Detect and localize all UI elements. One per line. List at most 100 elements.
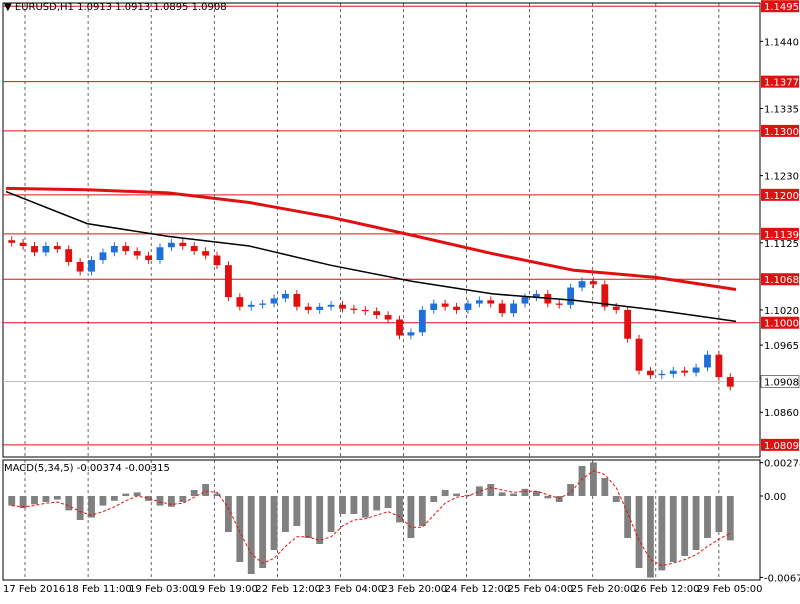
candle-body[interactable] [316, 306, 324, 310]
macd-histogram-bar [669, 496, 677, 562]
dropdown-icon[interactable]: ▼ [4, 2, 12, 13]
macd-plot-frame [2, 459, 761, 581]
macd-histogram-bar [715, 496, 723, 532]
candle-body[interactable] [715, 354, 723, 378]
candle-body[interactable] [88, 260, 95, 272]
macd-histogram-bar [122, 493, 130, 496]
candle-body[interactable] [361, 309, 369, 312]
candle-body[interactable] [99, 252, 107, 261]
macd-histogram-bar [430, 496, 438, 502]
macd-histogram-bar [19, 496, 27, 508]
macd-histogram-bar [88, 496, 95, 518]
macd-histogram-bar [99, 496, 107, 506]
macd-histogram-bar [532, 491, 540, 496]
candle-body[interactable] [624, 309, 632, 339]
candle-body[interactable] [498, 303, 506, 314]
candle-body[interactable] [133, 251, 141, 256]
candle-body[interactable] [190, 245, 198, 252]
candle-body[interactable] [658, 373, 666, 376]
candle-body[interactable] [110, 245, 118, 253]
candle-body[interactable] [247, 304, 255, 307]
macd-histogram-bar [133, 492, 141, 496]
candle-body[interactable] [692, 367, 700, 373]
candle-body[interactable] [8, 240, 16, 243]
macd-histogram-bar [316, 496, 324, 544]
x-tick-label: 25 Feb 04:00 [508, 584, 574, 595]
candle-body[interactable] [53, 245, 61, 250]
candle-body[interactable] [202, 251, 210, 256]
macd-histogram-bar [145, 496, 152, 501]
macd-histogram-bar [42, 496, 50, 502]
candle-body[interactable] [418, 309, 426, 333]
price-level-tag [761, 0, 799, 13]
candle-body[interactable] [270, 298, 278, 304]
candle-body[interactable] [145, 255, 152, 261]
candle-body[interactable] [453, 306, 460, 310]
price-level-tag [761, 75, 799, 88]
candle-body[interactable] [441, 303, 449, 307]
price-level-label: 1.0809 [764, 441, 799, 452]
candle-body[interactable] [612, 306, 620, 310]
candle-body[interactable] [339, 304, 346, 309]
candle-body[interactable] [65, 249, 73, 262]
candle-body[interactable] [567, 287, 575, 305]
candle-body[interactable] [122, 245, 130, 252]
candle-body[interactable] [590, 281, 597, 285]
price-level-tag [761, 188, 799, 201]
candle-body[interactable] [156, 247, 164, 261]
candle-body[interactable] [259, 303, 267, 305]
macd-histogram-bar [270, 496, 278, 550]
macd-histogram-bar [704, 496, 711, 538]
x-tick-label: 19 Feb 03:00 [129, 584, 195, 595]
candle-body[interactable] [635, 338, 643, 371]
candle-body[interactable] [510, 303, 517, 314]
candle-body[interactable] [225, 265, 232, 298]
candle-body[interactable] [726, 377, 734, 387]
candle-body[interactable] [704, 354, 711, 368]
macd-histogram-bar [190, 490, 198, 496]
candle-body[interactable] [213, 255, 221, 266]
candle-body[interactable] [532, 293, 540, 298]
candle-body[interactable] [669, 370, 677, 374]
candle-body[interactable] [578, 281, 586, 288]
candle-body[interactable] [19, 242, 27, 246]
main-plot-frame [2, 2, 761, 458]
candle-body[interactable] [475, 300, 483, 304]
candle-body[interactable] [293, 293, 301, 307]
candle-body[interactable] [282, 293, 289, 299]
candle-body[interactable] [167, 242, 175, 248]
candle-body[interactable] [555, 303, 563, 305]
macd-histogram-bar [692, 496, 700, 550]
candle-body[interactable] [384, 315, 392, 320]
candle-body[interactable] [76, 261, 84, 272]
candle-body[interactable] [464, 303, 472, 310]
macd-histogram-bar [464, 494, 472, 496]
y-tick-label: 1.1335 [764, 105, 799, 116]
candle-body[interactable] [396, 319, 403, 336]
candle-body[interactable] [430, 303, 438, 310]
candle-body[interactable] [647, 370, 654, 376]
candle-body[interactable] [327, 304, 335, 307]
macd-histogram-bar [441, 490, 449, 496]
candle-body[interactable] [31, 245, 38, 253]
macd-histogram-bar [53, 496, 61, 500]
candle-body[interactable] [373, 311, 381, 316]
candle-body[interactable] [407, 332, 415, 336]
candle-body[interactable] [601, 284, 609, 307]
candle-body[interactable] [236, 297, 244, 307]
candle-body[interactable] [521, 297, 529, 304]
macd-histogram-bar [8, 496, 16, 506]
price-level-label: 1.1377 [764, 78, 799, 89]
candle-body[interactable] [304, 306, 312, 310]
macd-histogram-bar [544, 496, 552, 499]
price-level-tag [761, 227, 799, 240]
candle-body[interactable] [350, 308, 358, 310]
candle-body[interactable] [487, 300, 495, 304]
candle-body[interactable] [681, 370, 689, 373]
macd-histogram-bar [396, 496, 403, 523]
candle-body[interactable] [42, 245, 50, 253]
candle-body[interactable] [179, 242, 187, 246]
macd-histogram-bar [612, 496, 620, 502]
